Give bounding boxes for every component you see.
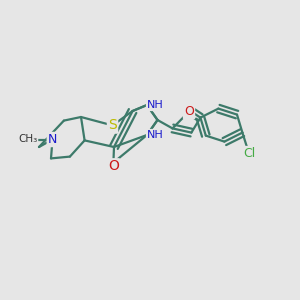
Text: Cl: Cl (243, 147, 255, 160)
Text: O: O (184, 105, 194, 118)
Text: NH: NH (147, 100, 164, 110)
Text: S: S (108, 118, 117, 132)
Text: CH₃: CH₃ (18, 134, 37, 145)
Text: O: O (108, 160, 119, 173)
Text: N: N (48, 133, 57, 146)
Text: NH: NH (147, 130, 164, 140)
